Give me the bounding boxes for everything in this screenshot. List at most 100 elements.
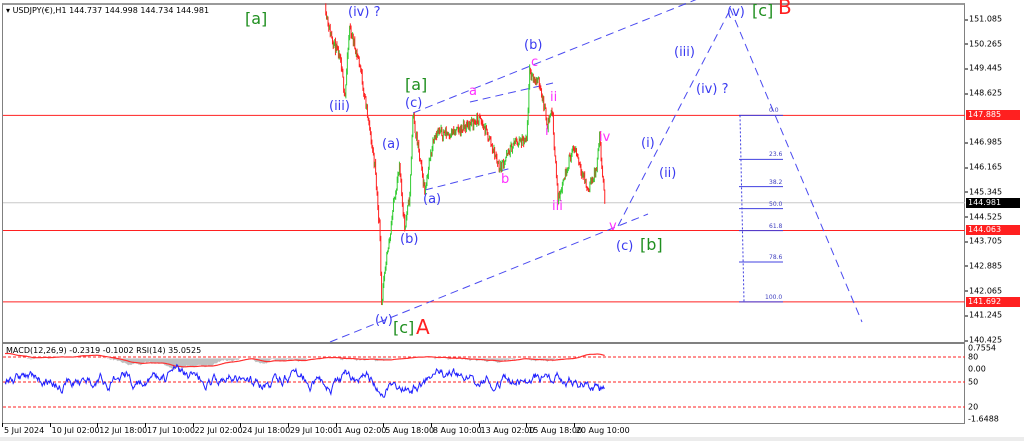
candle — [393, 196, 395, 203]
time-axis-tick: 5 Aug 18:00 — [383, 423, 435, 435]
chart-window[interactable] — [2, 3, 965, 424]
candle — [587, 187, 589, 192]
candle — [327, 16, 329, 27]
candle — [387, 247, 389, 253]
time-axis-tick: 20 Aug 10:00 — [573, 423, 630, 435]
candle — [360, 65, 362, 73]
candle — [561, 187, 563, 193]
projection-down-trendline[interactable] — [729, 7, 863, 323]
candle — [541, 93, 543, 102]
candle — [443, 131, 445, 134]
price-level-label: 141.692 — [966, 296, 1020, 307]
candle — [533, 76, 535, 83]
candle — [526, 120, 528, 142]
candle — [594, 168, 596, 178]
candle — [422, 173, 424, 188]
candle — [593, 178, 595, 183]
candle — [367, 116, 369, 121]
candle — [384, 271, 386, 282]
price-axis-tick: 148.625 — [964, 88, 1003, 98]
candle — [343, 76, 345, 93]
candle — [429, 157, 431, 162]
candle — [585, 178, 587, 188]
candle — [492, 148, 494, 154]
wave-label: [a] — [405, 75, 428, 94]
candle — [476, 113, 478, 127]
candle — [325, 3, 327, 16]
candle — [469, 121, 471, 132]
wave-label: (i) — [641, 136, 655, 151]
wave-label: (a) — [382, 137, 401, 152]
candle — [586, 186, 588, 192]
candle — [570, 152, 572, 163]
rsi-axis-20: 20 — [968, 402, 979, 412]
candle — [340, 54, 342, 63]
candle — [568, 154, 570, 170]
candle — [499, 167, 501, 173]
candle — [366, 103, 368, 110]
candle — [359, 63, 361, 68]
candle — [529, 64, 531, 90]
candle — [433, 135, 435, 144]
candle — [352, 32, 354, 40]
candle — [394, 196, 396, 200]
symbol-name: USDJPY(€),H1 — [12, 6, 67, 15]
candle — [384, 266, 386, 274]
candle — [522, 135, 524, 141]
candle — [539, 83, 541, 91]
candle — [552, 111, 554, 117]
candle — [417, 141, 419, 149]
candle — [584, 179, 586, 184]
candle — [364, 93, 366, 98]
candle — [517, 142, 519, 148]
candle — [572, 145, 574, 153]
candle — [567, 166, 569, 172]
candle — [468, 120, 470, 131]
price-axis-tick: 146.165 — [964, 162, 1003, 172]
candle — [482, 120, 484, 129]
candle — [421, 166, 423, 178]
candle — [328, 25, 330, 30]
candle — [466, 119, 468, 128]
collapse-triangle-icon[interactable]: ▾ — [6, 6, 11, 15]
candle — [489, 136, 491, 140]
candle — [366, 104, 368, 118]
inner-lower-trendline[interactable] — [424, 167, 513, 191]
candle — [398, 171, 400, 177]
candle — [402, 202, 404, 217]
candle — [397, 171, 399, 183]
candle — [483, 124, 484, 131]
candle — [565, 167, 567, 177]
candle — [335, 43, 337, 53]
candle — [535, 78, 537, 86]
candle — [513, 138, 515, 145]
candle — [346, 52, 348, 75]
time-axis-tick: 15 Aug 18:00 — [526, 423, 583, 435]
candle — [357, 53, 359, 58]
channel-lower-trendline[interactable] — [329, 213, 649, 343]
candle — [343, 88, 345, 97]
candle — [355, 47, 357, 55]
candle — [501, 159, 503, 172]
price-axis-tick: 149.445 — [964, 63, 1003, 73]
candle — [477, 112, 479, 125]
candle — [390, 233, 391, 242]
candle — [330, 31, 332, 36]
candle — [473, 117, 475, 131]
candle — [538, 76, 540, 80]
candle — [414, 120, 416, 134]
pane-separator[interactable] — [2, 342, 965, 344]
candle — [603, 178, 605, 191]
time-axis-tick: 1 Aug 02:00 — [335, 423, 387, 435]
candle — [459, 125, 461, 137]
candle — [411, 134, 413, 160]
price-axis-tick: 140.425 — [964, 335, 1003, 345]
candle — [504, 160, 506, 165]
projection-up-trendline[interactable] — [617, 7, 732, 227]
candle — [432, 137, 434, 152]
ohlc-values: 144.737 144.998 144.734 144.981 — [69, 6, 210, 15]
candle — [328, 22, 330, 32]
candle — [512, 146, 514, 154]
candle — [520, 137, 522, 143]
